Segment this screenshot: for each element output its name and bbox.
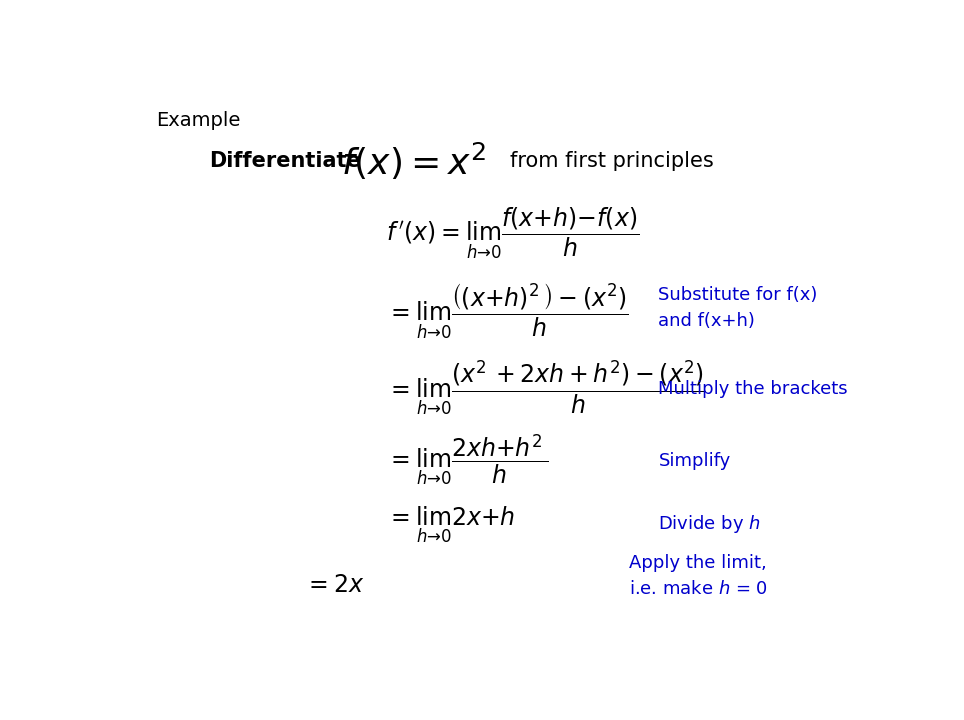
Text: Substitute for f(x)
and f(x+h): Substitute for f(x) and f(x+h) [658, 286, 817, 330]
Text: $f\,'(x) = \lim_{h \to 0} \dfrac{f(x+h) - f(x)}{h}$: $f\,'(x) = \lim_{h \to 0} \dfrac{f(x+h) … [386, 206, 639, 261]
Text: Example: Example [156, 112, 241, 130]
Text: $= \lim_{h \to 0} 2x + h$: $= \lim_{h \to 0} 2x + h$ [386, 504, 515, 545]
Text: $= \lim_{h \to 0} \dfrac{\left((x+h)^2\right) - \left(x^2\right)}{h}$: $= \lim_{h \to 0} \dfrac{\left((x+h)^2\r… [386, 282, 629, 341]
Text: Simplify: Simplify [658, 451, 731, 469]
Text: $= \lim_{h \to 0} \dfrac{\left(x^2 + 2xh + h^2\right) - \left(x^2\right)}{h}$: $= \lim_{h \to 0} \dfrac{\left(x^2 + 2xh… [386, 359, 706, 418]
Text: $= 2x$: $= 2x$ [304, 573, 363, 598]
Text: $f(x) = x^2$: $f(x) = x^2$ [341, 140, 486, 182]
Text: Multiply the brackets: Multiply the brackets [658, 379, 848, 397]
Text: Apply the limit,
i.e. make $h$ = 0: Apply the limit, i.e. make $h$ = 0 [629, 554, 767, 598]
Text: Divide by $h$: Divide by $h$ [658, 513, 762, 536]
Text: $= \lim_{h \to 0} \dfrac{2xh + h^2}{h}$: $= \lim_{h \to 0} \dfrac{2xh + h^2}{h}$ [386, 433, 549, 488]
Text: from first principles: from first principles [511, 151, 714, 171]
Text: Differentiate: Differentiate [208, 151, 361, 171]
